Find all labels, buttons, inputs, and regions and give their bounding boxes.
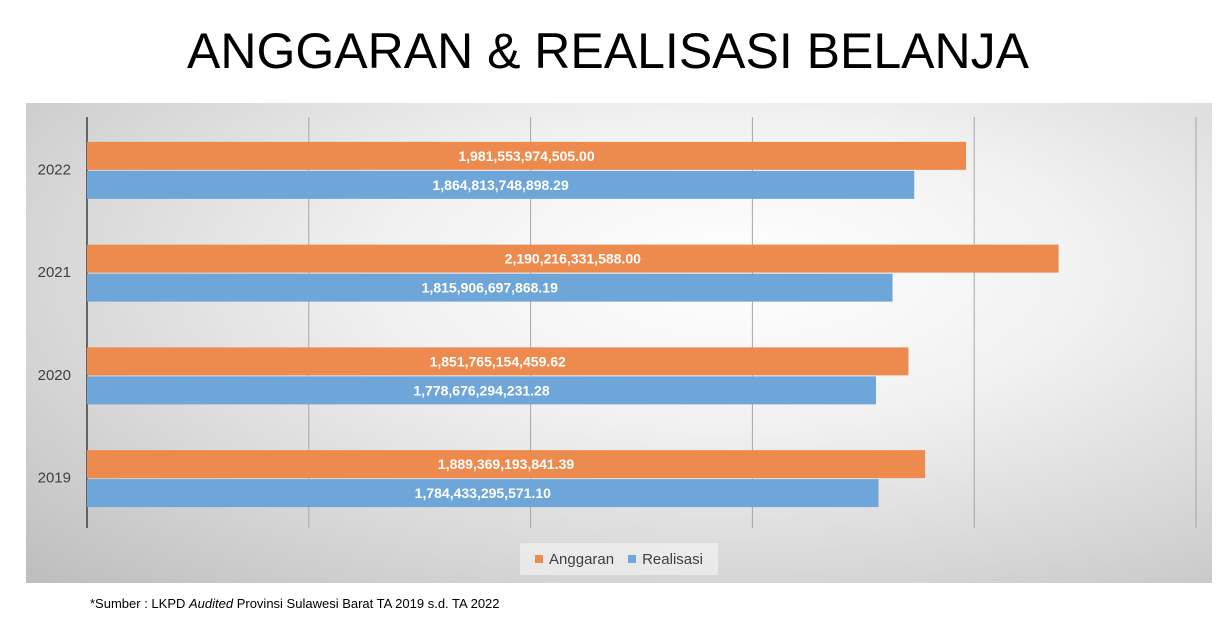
chart-title: ANGGARAN & REALISASI BELANJA (187, 23, 1029, 79)
legend-label-realisasi: Realisasi (642, 550, 703, 568)
footnote-prefix: *Sumber : LKPD (90, 596, 189, 611)
chart-area: 2022 1,981,553,974,505.00 1,864,813,748,89… (26, 103, 1212, 583)
bar-anggaran (87, 141, 967, 170)
data-label-realisasi: 1,784,433,295,571.10 (415, 485, 551, 501)
data-label-realisasi: 1,864,813,748,898.29 (432, 177, 568, 193)
bar-realisasi (87, 170, 915, 199)
category-label: 2021 (38, 264, 71, 281)
bar-chart: 2022 1,981,553,974,505.00 1,864,813,748,89… (38, 117, 1197, 528)
legend-item-realisasi: Realisasi (628, 551, 703, 568)
data-label-anggaran: 1,981,553,974,505.00 (458, 148, 594, 164)
category-label: 2022 (38, 161, 71, 178)
bar-anggaran (87, 347, 909, 376)
data-label-anggaran: 1,889,369,193,841.39 (438, 456, 574, 472)
bar-realisasi (87, 479, 879, 508)
legend-swatch-realisasi (628, 555, 637, 563)
bar-anggaran (87, 450, 926, 479)
legend-label-anggaran: Anggaran (549, 550, 615, 568)
bar-realisasi (87, 376, 877, 405)
bar-realisasi (87, 273, 893, 302)
footnote-suffix: Provinsi Sulawesi Barat TA 2019 s.d. TA … (233, 596, 500, 611)
data-label-realisasi: 1,778,676,294,231.28 (413, 382, 549, 398)
category-label: 2020 (38, 367, 71, 384)
legend-swatch-anggaran (535, 555, 544, 563)
legend: Anggaran Realisasi (520, 543, 718, 575)
legend-item-anggaran: Anggaran (535, 551, 614, 568)
data-label-realisasi: 1,815,906,697,868.19 (422, 280, 558, 296)
bar-anggaran (87, 244, 1059, 273)
footnote-italic: Audited (189, 596, 234, 611)
data-label-anggaran: 1,851,765,154,459.62 (430, 353, 566, 369)
data-label-anggaran: 2,190,216,331,588.00 (505, 251, 641, 267)
category-label: 2019 (38, 470, 71, 487)
source-footnote: *Sumber : LKPD Audited Provinsi Sulawesi… (90, 596, 500, 611)
